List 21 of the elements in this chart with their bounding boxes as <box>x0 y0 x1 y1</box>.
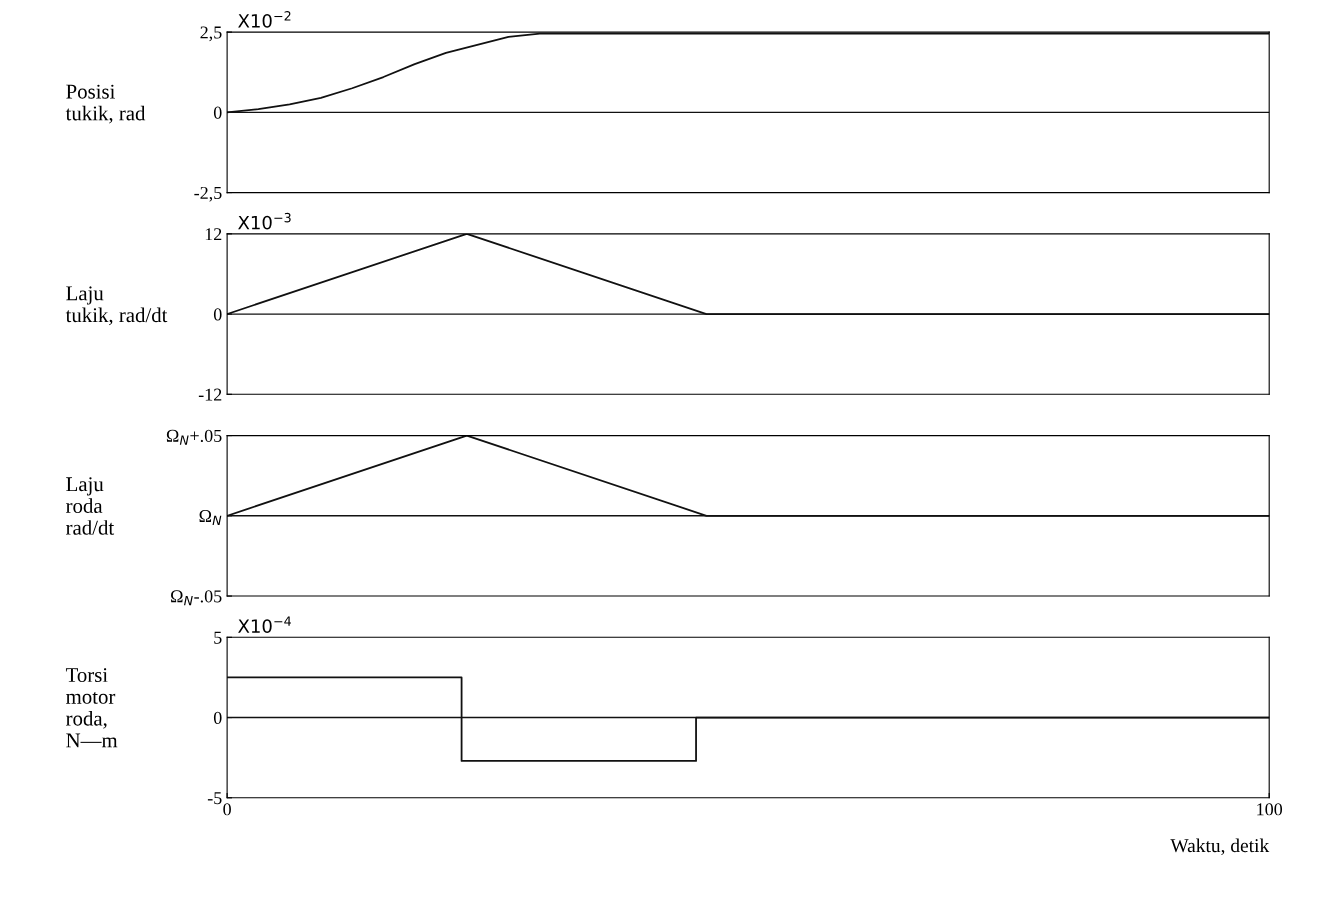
y-axis-title: Laju tukik, rad/dt <box>65 286 168 326</box>
y-tick-label: 5 <box>214 631 222 644</box>
y-tick-label: -12 <box>198 388 222 401</box>
text: X10$^{−2}$ <box>238 11 291 28</box>
y-tick-label: 0 <box>213 308 222 321</box>
y-tick-label: 2,5 <box>200 26 222 42</box>
y-tick-label: -5 <box>207 792 222 805</box>
y-tick-label: -2,5 <box>194 186 222 202</box>
x-tick-label: 100 <box>1257 803 1283 816</box>
text: X10$^{−4}$ <box>238 616 291 633</box>
y-axis-title: Torsi motor roda, N—m <box>65 668 118 748</box>
y-tick-label: Ω$_{N}$+.05 <box>166 429 222 445</box>
y-tick-label: Ω$_{N}$ <box>199 509 222 525</box>
y-tick-label: 12 <box>205 228 222 241</box>
y-axis-title: Posisi tukik, rad <box>65 84 146 124</box>
y-tick-label: 0 <box>213 711 222 724</box>
y-tick-label: 0 <box>213 106 222 119</box>
text: X10$^{−3}$ <box>238 212 291 230</box>
x-axis-title: Waktu, detik <box>1170 838 1270 855</box>
y-tick-label: Ω$_{N}$-.05 <box>171 590 222 606</box>
y-axis-title: Laju roda rad/dt <box>66 477 115 535</box>
